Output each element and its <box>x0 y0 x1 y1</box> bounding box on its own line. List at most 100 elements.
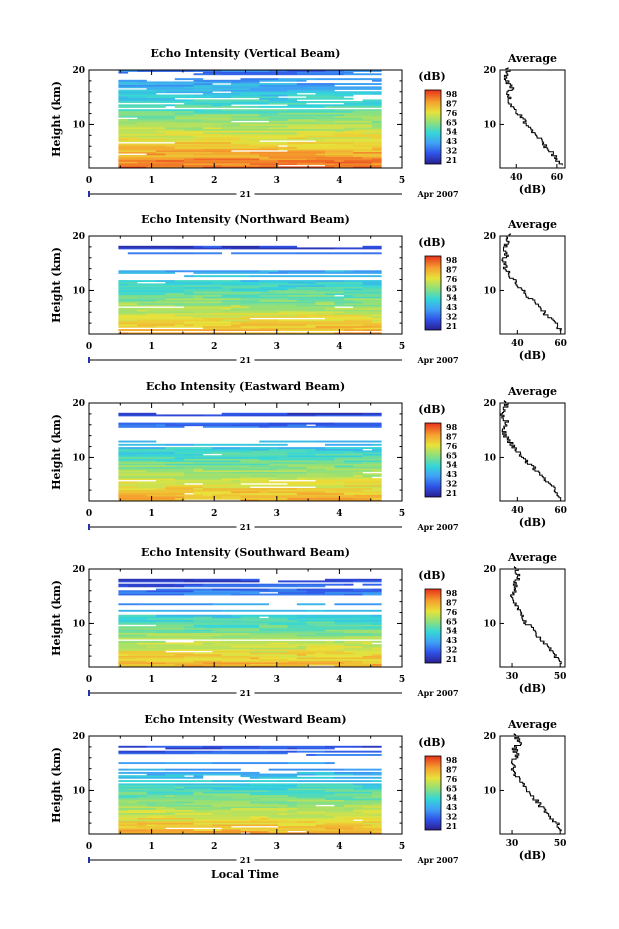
heatmap-cell <box>118 79 147 82</box>
heatmap-cell <box>268 130 335 133</box>
heatmap-cell <box>174 780 204 783</box>
heatmap-cell <box>306 136 373 139</box>
heatmap-cell <box>137 70 194 72</box>
heatmap-cell <box>240 499 260 502</box>
heatmap-cell <box>268 622 307 625</box>
colorbar-tick-label: 98 <box>446 422 458 432</box>
heatmap-cell <box>118 281 138 284</box>
heatmap-cell <box>296 627 345 630</box>
heatmap-cell <box>118 798 194 800</box>
heatmap-cell <box>231 593 298 596</box>
date-year-label: Apr 2007 <box>416 855 458 865</box>
heatmap-cell <box>268 827 326 830</box>
heatmap-cell <box>174 578 194 581</box>
heatmap-cell <box>306 110 354 113</box>
heatmap-cell <box>221 653 298 656</box>
heatmap-cell <box>118 752 194 755</box>
heatmap-cell <box>371 487 382 490</box>
heatmap-cell <box>268 817 345 820</box>
colorbar-label: (dB) <box>418 236 445 249</box>
heatmap-cell <box>193 73 223 76</box>
heatmap-cell <box>221 319 251 322</box>
heatmap-cell <box>278 122 316 125</box>
heatmap-cell <box>127 585 185 588</box>
heatmap-cell <box>249 618 288 620</box>
heatmap-cell <box>118 130 157 133</box>
heatmap-cell <box>165 153 194 156</box>
heatmap-cell <box>240 466 269 469</box>
heatmap-cell <box>137 634 147 637</box>
heatmap-cell <box>118 450 157 453</box>
heatmap-cell <box>193 791 204 794</box>
heatmap-cell <box>221 492 241 495</box>
heatmap-cell <box>118 283 129 286</box>
heatmap-cell <box>137 603 213 606</box>
heatmap-cell <box>278 652 316 655</box>
heatmap-cell <box>127 138 166 141</box>
heatmap-cell <box>278 812 288 815</box>
heatmap-cell <box>315 453 363 456</box>
heatmap-cell <box>268 478 298 481</box>
heatmap-cell <box>118 583 176 586</box>
heatmap-cell <box>334 580 354 583</box>
heatmap-cell <box>315 773 354 776</box>
heatmap-cell <box>155 487 166 490</box>
heatmap-cell <box>315 806 363 809</box>
heatmap-cell <box>353 807 382 810</box>
heatmap-cell <box>343 102 382 105</box>
heatmap-cell <box>259 590 307 593</box>
heatmap-cell <box>231 814 269 817</box>
heatmap-cell <box>118 105 166 108</box>
heatmap-cell <box>193 311 204 314</box>
heatmap-cell <box>240 609 307 612</box>
heatmap-cell <box>334 302 345 305</box>
heatmap-cell <box>343 471 354 474</box>
heatmap-cell <box>118 332 129 335</box>
heatmap-cell <box>315 824 373 827</box>
heatmap-cell <box>202 662 251 665</box>
panel-title: Echo Intensity (Eastward Beam) <box>146 380 345 393</box>
heatmap-cell <box>371 632 382 635</box>
heatmap-cell <box>343 631 382 633</box>
heatmap-cell <box>259 425 269 428</box>
heatmap-cell <box>174 801 194 804</box>
colorbar-tick-label: 43 <box>446 136 458 146</box>
heatmap-cell <box>371 146 382 149</box>
heatmap-cell <box>268 448 316 451</box>
heatmap-cell <box>193 156 251 159</box>
heatmap-cell <box>259 499 335 502</box>
heatmap-cell <box>343 583 354 586</box>
heatmap-cell <box>296 780 373 783</box>
heatmap-cell <box>231 304 241 307</box>
heatmap-cell <box>165 109 204 112</box>
heatmap-cell <box>155 424 166 427</box>
heatmap-cell <box>174 465 251 467</box>
heatmap-cell <box>362 583 382 586</box>
heatmap-cell <box>118 70 138 72</box>
heatmap-cell <box>249 783 298 786</box>
heatmap-cell <box>353 141 382 144</box>
heatmap-cell <box>343 288 363 291</box>
heatmap-cell <box>231 145 279 148</box>
heatmap-cell <box>118 609 176 612</box>
heatmap-cell <box>268 829 345 832</box>
heatmap-cell <box>268 156 316 159</box>
heatmap-cell <box>249 314 298 317</box>
heatmap-cell <box>325 622 335 625</box>
heatmap-cell <box>371 794 382 797</box>
heatmap-cell <box>240 479 269 482</box>
heatmap-cell <box>118 128 185 131</box>
heatmap-cell <box>118 452 176 454</box>
heatmap-cell <box>296 588 354 591</box>
heatmap-cell <box>212 122 232 125</box>
heatmap-cell <box>221 634 298 637</box>
heatmap-cell <box>334 105 354 108</box>
y-axis-label: Height (km) <box>50 247 63 323</box>
heatmap-cell <box>155 588 213 591</box>
heatmap-cell <box>118 319 138 322</box>
x-tick-label: 2 <box>211 842 217 852</box>
heatmap-cell <box>306 621 335 624</box>
heatmap-cell <box>174 452 213 454</box>
profile-y-tick-label: 20 <box>483 232 496 242</box>
heatmap-cell <box>278 291 298 294</box>
